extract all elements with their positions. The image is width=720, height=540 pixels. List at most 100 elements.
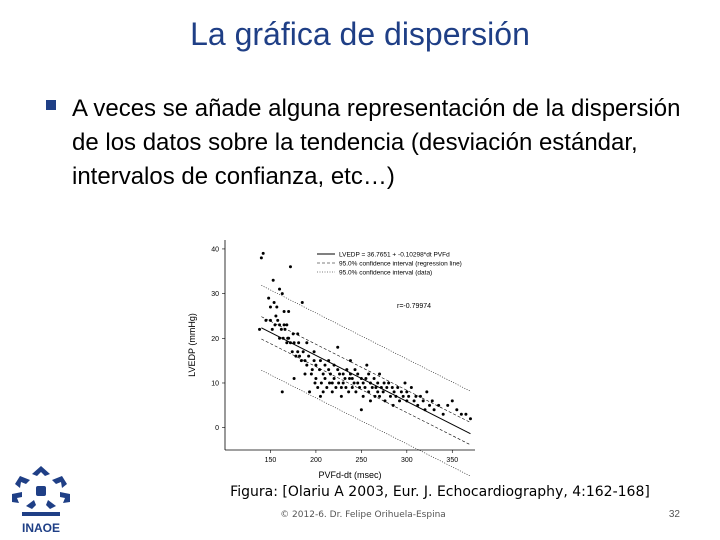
data-point [291,332,295,336]
data-point [288,265,292,269]
data-point [290,350,294,354]
data-point [258,327,262,331]
data-point [314,363,318,367]
data-point [282,323,286,327]
slide-number: 32 [668,509,680,520]
data-point [341,372,345,376]
data-point [432,408,436,412]
data-point [323,363,327,367]
data-point [423,408,427,412]
ci-regression-upper-line [261,316,471,423]
data-point [274,314,278,318]
data-point [268,305,272,309]
x-tick-label: 300 [401,457,413,464]
ci-regression-lower-line [261,338,471,446]
data-point [383,399,387,403]
data-point [271,278,275,282]
data-point [373,394,377,398]
data-point [328,372,332,376]
data-point [347,390,351,394]
data-point [345,368,349,372]
data-point [365,363,369,367]
data-point [282,309,286,313]
data-point [350,385,354,389]
data-point [376,381,380,385]
data-point [285,341,289,345]
data-point [336,345,340,349]
data-point [370,385,374,389]
data-point [405,390,409,394]
data-point [319,381,323,385]
data-point [332,363,336,367]
data-point [372,377,376,381]
logo-text: INAOE [22,521,60,535]
data-point [287,309,291,313]
data-point [403,381,407,385]
data-point [330,381,334,385]
data-point [272,301,276,305]
correlation-annotation: r=-0.79974 [397,303,431,310]
data-point [334,385,338,389]
data-point [305,341,309,345]
x-tick-label: 200 [310,457,322,464]
data-point [292,341,296,345]
institution-logo: INAOE [12,466,70,535]
data-point [278,323,282,327]
data-point [387,381,391,385]
data-point [314,377,318,381]
data-point [455,408,459,412]
y-tick-label: 20 [211,336,219,343]
data-point [296,332,300,336]
data-point [312,359,316,363]
data-point [313,381,317,385]
data-point [368,381,372,385]
legend-label: 95.0% confidence interval (data) [339,270,432,277]
data-point [459,412,463,416]
data-point [348,359,352,363]
x-tick-label: 150 [265,457,277,464]
regression-line [261,327,471,435]
data-point [391,403,395,407]
data-point [354,390,358,394]
data-point [398,399,402,403]
data-point [318,359,322,363]
data-point [374,385,378,389]
data-point [318,394,322,398]
data-point [285,323,289,327]
figure-caption: Figura: [Olariu A 2003, Eur. J. Echocard… [230,484,650,500]
data-point [367,390,371,394]
data-point [305,363,309,367]
data-point [336,368,340,372]
data-point [341,381,345,385]
data-point [376,390,380,394]
data-point [430,399,434,403]
data-point [409,385,413,389]
data-point [279,327,283,331]
data-point [394,394,398,398]
data-point [381,390,385,394]
data-point [441,412,445,416]
data-point [310,368,314,372]
y-axis-label: LVEDP (mmHg) [187,313,197,377]
data-point [348,372,352,376]
data-point [330,390,334,394]
data-point [275,305,279,309]
data-point [339,394,343,398]
data-point [321,372,325,376]
data-point [343,377,347,381]
data-point [267,296,271,300]
data-point [309,372,313,376]
data-point [392,390,396,394]
data-point [390,385,394,389]
bullet-text: A veces se añade alguna representación d… [72,95,681,190]
data-point [261,251,265,255]
data-point [278,336,282,340]
data-point [401,394,405,398]
data-point [303,372,307,376]
data-point [388,394,392,398]
data-point [396,385,400,389]
data-point [359,408,363,412]
data-point [368,399,372,403]
slide-title: La gráfica de dispersión [190,16,530,52]
data-point [337,381,341,385]
